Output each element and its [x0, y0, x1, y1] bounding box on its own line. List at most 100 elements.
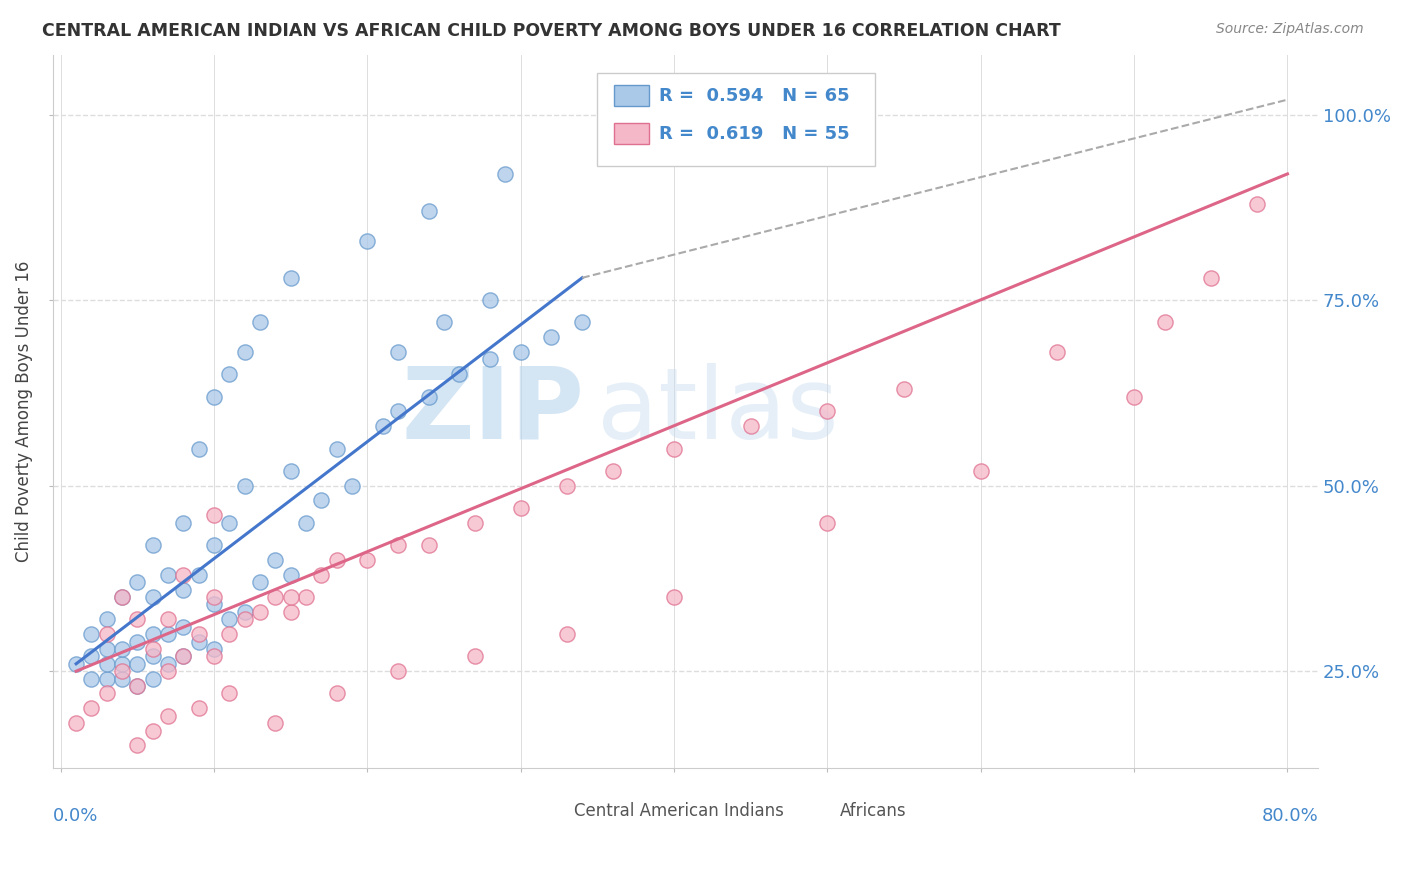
Point — [127, 612, 149, 626]
Bar — [800, 801, 831, 822]
Point — [817, 516, 839, 530]
Bar — [613, 85, 650, 106]
Point — [464, 516, 486, 530]
Point — [157, 657, 180, 671]
Point — [96, 672, 118, 686]
Point — [509, 500, 531, 515]
Point — [555, 478, 578, 492]
Point — [218, 686, 240, 700]
Point — [172, 620, 194, 634]
Point — [172, 516, 194, 530]
Bar — [534, 801, 565, 822]
Point — [65, 657, 87, 671]
Point — [202, 538, 225, 552]
Point — [157, 708, 180, 723]
Point — [187, 627, 209, 641]
Point — [187, 634, 209, 648]
Point — [662, 442, 685, 456]
Point — [449, 368, 471, 382]
Point — [280, 567, 302, 582]
Point — [326, 442, 349, 456]
Point — [387, 538, 409, 552]
Point — [142, 538, 165, 552]
Point — [233, 605, 256, 619]
Point — [1046, 345, 1069, 359]
Point — [127, 679, 149, 693]
Point — [172, 582, 194, 597]
Point — [571, 315, 593, 329]
Point — [249, 315, 271, 329]
Point — [96, 657, 118, 671]
Point — [142, 723, 165, 738]
Point — [295, 590, 318, 604]
Point — [555, 627, 578, 641]
Point — [202, 508, 225, 523]
Text: atlas: atlas — [598, 363, 839, 460]
Point — [893, 382, 915, 396]
Point — [509, 345, 531, 359]
Point — [817, 404, 839, 418]
Text: R =  0.594   N = 65: R = 0.594 N = 65 — [659, 87, 849, 104]
Text: 0.0%: 0.0% — [53, 807, 98, 825]
Point — [280, 464, 302, 478]
Point — [96, 612, 118, 626]
FancyBboxPatch shape — [598, 73, 876, 166]
Text: 80.0%: 80.0% — [1261, 807, 1319, 825]
Point — [218, 612, 240, 626]
Point — [127, 575, 149, 590]
Text: CENTRAL AMERICAN INDIAN VS AFRICAN CHILD POVERTY AMONG BOYS UNDER 16 CORRELATION: CENTRAL AMERICAN INDIAN VS AFRICAN CHILD… — [42, 22, 1062, 40]
Point — [157, 627, 180, 641]
Point — [218, 516, 240, 530]
Point — [418, 538, 440, 552]
Point — [433, 315, 456, 329]
Point — [142, 642, 165, 657]
Point — [187, 567, 209, 582]
Point — [187, 442, 209, 456]
Point — [295, 516, 318, 530]
Point — [202, 642, 225, 657]
Point — [111, 590, 134, 604]
Point — [311, 493, 333, 508]
Point — [80, 672, 103, 686]
Point — [662, 590, 685, 604]
Point — [111, 672, 134, 686]
Text: ZIP: ZIP — [402, 363, 585, 460]
Point — [356, 553, 378, 567]
Point — [280, 270, 302, 285]
Point — [202, 649, 225, 664]
Point — [311, 567, 333, 582]
Point — [218, 368, 240, 382]
Point — [127, 657, 149, 671]
Point — [249, 605, 271, 619]
Point — [540, 330, 562, 344]
Point — [326, 553, 349, 567]
Point — [356, 234, 378, 248]
Point — [96, 686, 118, 700]
Point — [387, 664, 409, 678]
Point — [264, 553, 287, 567]
Point — [479, 352, 502, 367]
Point — [202, 590, 225, 604]
Point — [418, 204, 440, 219]
Point — [218, 627, 240, 641]
Point — [111, 657, 134, 671]
Point — [80, 701, 103, 715]
Text: Africans: Africans — [839, 802, 907, 820]
Point — [233, 345, 256, 359]
Point — [127, 634, 149, 648]
Text: Central American Indians: Central American Indians — [574, 802, 785, 820]
Point — [233, 478, 256, 492]
Point — [157, 664, 180, 678]
Bar — [613, 123, 650, 145]
Point — [202, 598, 225, 612]
Point — [142, 672, 165, 686]
Y-axis label: Child Poverty Among Boys Under 16: Child Poverty Among Boys Under 16 — [15, 260, 32, 562]
Point — [202, 390, 225, 404]
Point — [1153, 315, 1175, 329]
Point — [387, 404, 409, 418]
Point — [111, 590, 134, 604]
Point — [387, 345, 409, 359]
Point — [96, 642, 118, 657]
Point — [96, 627, 118, 641]
Point — [264, 590, 287, 604]
